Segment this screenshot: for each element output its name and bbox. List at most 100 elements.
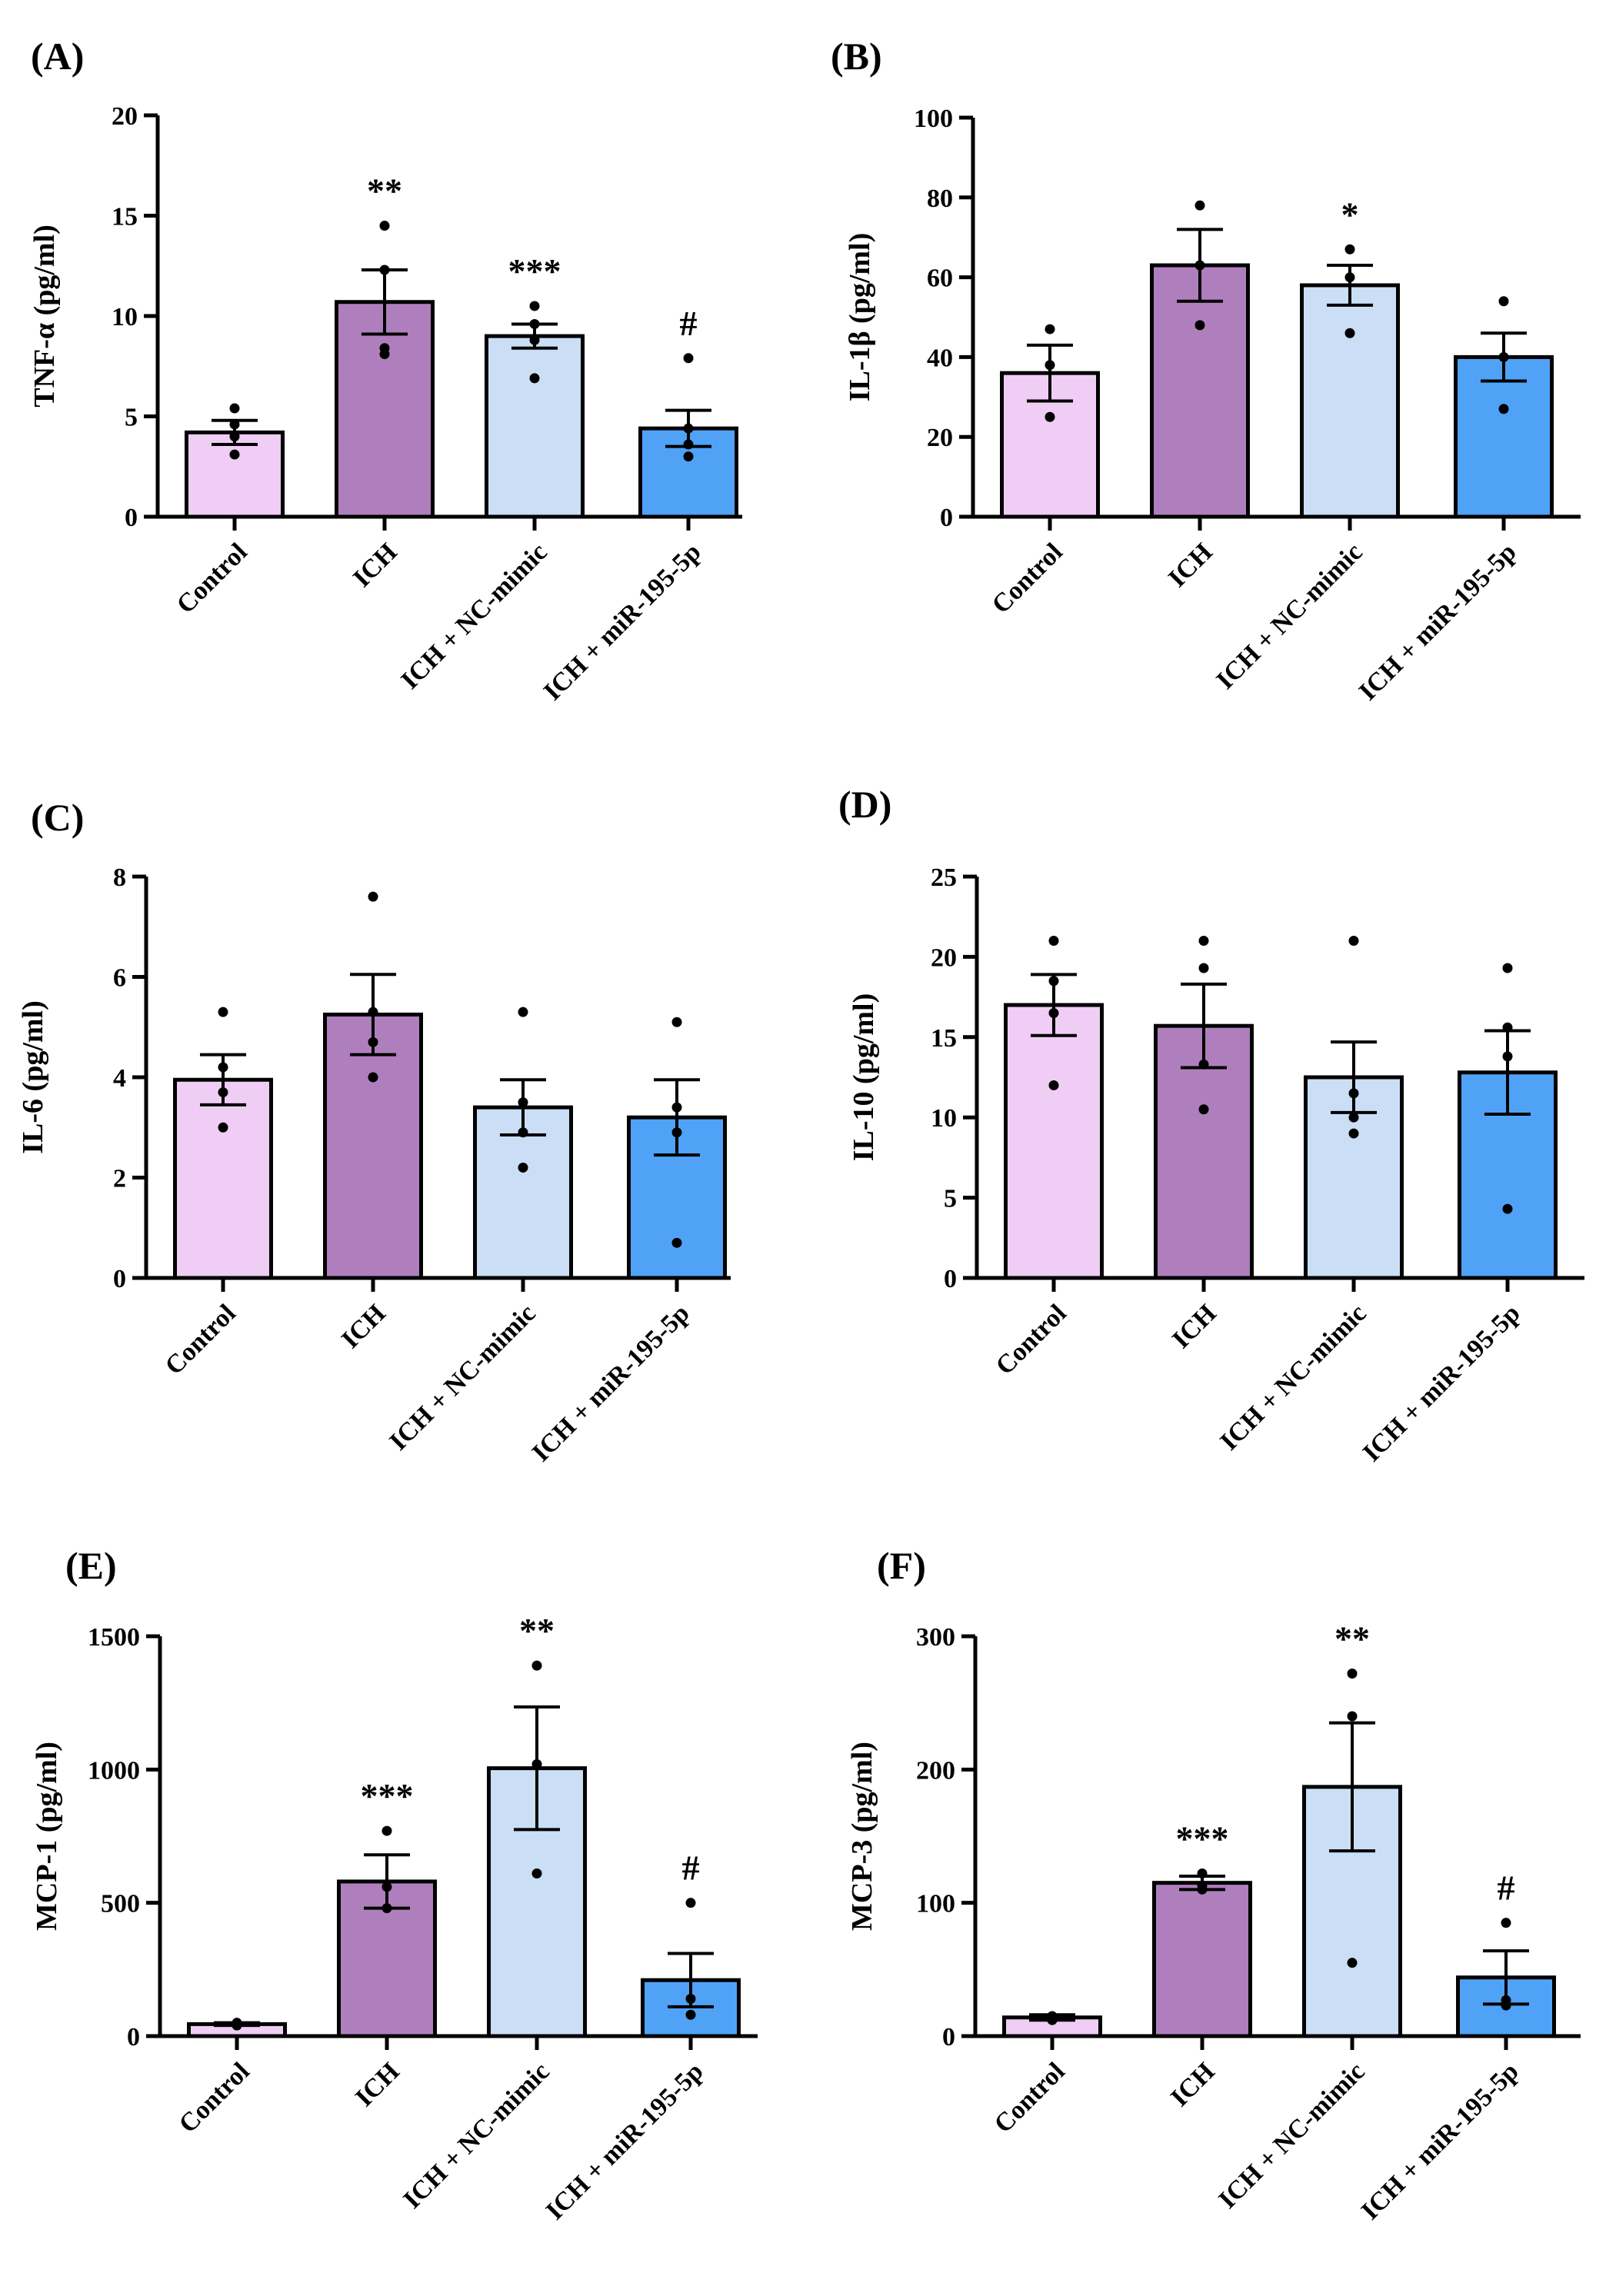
significance-marker: ** <box>367 171 402 211</box>
data-point <box>382 1825 392 1836</box>
bar <box>1300 283 1400 519</box>
y-axis-title: IL-1β (pg/ml) <box>844 233 876 402</box>
x-category-label: ICH + miR-195-5p <box>1358 1299 1526 1467</box>
y-tick-label: 10 <box>931 1104 957 1133</box>
data-point <box>531 1759 542 1769</box>
y-tick-label: 0 <box>942 2023 955 2051</box>
y-axis-title: IL-6 (pg/ml) <box>17 1000 49 1154</box>
bar <box>1152 1881 1252 2038</box>
y-tick-label: 2 <box>113 1165 126 1193</box>
y-tick-label: 5 <box>944 1185 957 1213</box>
y-tick-label: 0 <box>940 504 953 532</box>
significance-marker: *** <box>1176 1819 1229 1858</box>
x-category-label: ICH <box>1165 2057 1221 2112</box>
y-tick-label: 300 <box>916 1623 955 1652</box>
data-point <box>685 1898 696 1908</box>
y-tick-label: 80 <box>927 185 953 213</box>
data-point <box>683 451 694 462</box>
x-category-label: Control <box>989 2057 1071 2138</box>
data-point <box>1045 360 1055 371</box>
y-tick-label: 0 <box>127 2023 140 2051</box>
x-category-label: Control <box>987 537 1068 619</box>
x-category-label: ICH + NC-mimic <box>385 1299 541 1456</box>
data-point <box>685 1993 696 2004</box>
data-point <box>1498 404 1509 414</box>
data-point <box>368 1007 378 1017</box>
x-category-label: ICH + NC-mimic <box>396 537 553 694</box>
y-tick-label: 1500 <box>88 1623 140 1652</box>
data-point <box>529 373 540 384</box>
data-point <box>683 439 694 450</box>
x-category-label: Control <box>160 1299 242 1380</box>
data-point <box>232 2020 242 2031</box>
data-point <box>379 221 390 231</box>
significance-marker: # <box>680 304 698 343</box>
y-tick-label: 60 <box>927 265 953 293</box>
y-tick-label: 100 <box>914 105 953 133</box>
data-point <box>368 1072 378 1083</box>
bar <box>485 334 585 519</box>
data-point <box>1344 244 1355 255</box>
y-tick-label: 0 <box>113 1265 126 1293</box>
y-tick-label: 200 <box>916 1756 955 1785</box>
panel-label: (E) <box>65 1544 117 1587</box>
data-point <box>1047 2015 1058 2025</box>
significance-marker: *** <box>508 251 561 291</box>
y-tick-label: 1000 <box>88 1756 140 1785</box>
y-axis-title: TNF-α (pg/ml) <box>28 225 61 408</box>
data-point <box>1498 351 1509 362</box>
data-point <box>379 349 390 360</box>
data-point <box>518 1097 528 1108</box>
data-point <box>1045 324 1055 334</box>
y-axis-title: IL-10 (pg/ml) <box>848 993 880 1162</box>
data-point <box>1195 260 1205 271</box>
data-point <box>1501 2000 1511 2011</box>
data-point <box>518 1162 528 1173</box>
panel-label: (D) <box>838 783 891 826</box>
data-point <box>529 334 540 345</box>
x-category-label: ICH <box>1167 1299 1222 1354</box>
y-tick-label: 6 <box>113 964 126 993</box>
data-point <box>1048 1007 1059 1018</box>
x-category-label: ICH + miR-195-5p <box>1356 2057 1524 2225</box>
y-tick-label: 0 <box>125 504 138 532</box>
data-point <box>1502 963 1513 973</box>
data-point <box>229 419 240 430</box>
y-tick-label: 25 <box>931 863 957 892</box>
data-point <box>1048 936 1059 947</box>
data-point <box>1348 936 1359 947</box>
x-category-label: Control <box>172 537 253 619</box>
significance-marker: *** <box>361 1776 414 1815</box>
data-point <box>379 265 390 275</box>
y-tick-label: 15 <box>931 1024 957 1053</box>
significance-marker: # <box>682 1848 700 1888</box>
data-point <box>1198 1059 1209 1070</box>
data-point <box>529 301 540 311</box>
data-point <box>1347 1711 1358 1722</box>
x-category-label: Control <box>174 2057 255 2138</box>
data-point <box>1502 1022 1513 1033</box>
data-point <box>1198 963 1209 973</box>
data-point <box>1502 1203 1513 1214</box>
y-tick-label: 20 <box>112 102 138 131</box>
data-point <box>518 1007 528 1017</box>
data-point <box>683 423 694 434</box>
data-point <box>229 431 240 442</box>
data-point <box>671 1127 682 1138</box>
x-category-label: ICH <box>350 2057 405 2112</box>
data-point <box>1502 1051 1513 1062</box>
x-category-label: ICH + NC-mimic <box>1215 1299 1372 1456</box>
panel-label: (A) <box>31 35 84 78</box>
data-point <box>671 1102 682 1113</box>
significance-marker: ** <box>519 1611 555 1650</box>
y-axis-title: MCP-3 (pg/ml) <box>846 1742 878 1931</box>
y-tick-label: 100 <box>916 1890 955 1918</box>
x-category-label: ICH + NC-mimic <box>398 2057 555 2214</box>
x-category-label: ICH + NC-mimic <box>1211 537 1368 694</box>
significance-marker: * <box>1341 195 1359 234</box>
y-tick-label: 40 <box>927 344 953 372</box>
data-point <box>518 1127 528 1138</box>
bar <box>173 1077 273 1280</box>
